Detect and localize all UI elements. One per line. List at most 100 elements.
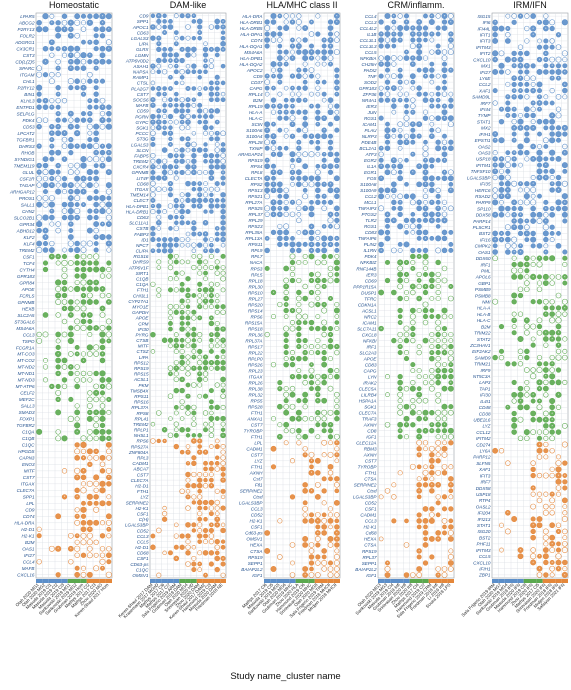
dot [93, 175, 99, 182]
dot [536, 155, 543, 162]
dot [86, 169, 93, 176]
dot [191, 421, 197, 427]
gene-label: TNFAIP3 [358, 206, 377, 211]
study-color-strip [74, 579, 81, 583]
gene-label: GPNMB [132, 170, 149, 175]
dot [36, 338, 43, 344]
dot [448, 518, 454, 524]
gene-label: CSF1 [365, 507, 377, 512]
dot [191, 338, 197, 343]
gene-label: TAP1 [479, 386, 491, 391]
dot [61, 286, 68, 292]
dot [202, 471, 209, 478]
dot [517, 205, 524, 212]
dot [283, 193, 289, 200]
dot-label: * [222, 557, 224, 561]
dot-label: * [58, 294, 60, 298]
dot [80, 571, 87, 578]
dot [106, 208, 112, 214]
dot [49, 149, 55, 156]
dot-label: * [217, 132, 219, 136]
dot [214, 511, 220, 516]
dot [93, 506, 100, 513]
dot-label: * [83, 469, 85, 473]
gene-label: CD59 [137, 109, 149, 114]
dot [202, 359, 209, 366]
dot [173, 153, 179, 158]
dot [36, 117, 43, 124]
dot [536, 149, 543, 156]
dot [333, 115, 340, 122]
dot [67, 260, 74, 266]
dot [173, 410, 179, 416]
dot [197, 561, 203, 567]
dot [185, 494, 191, 500]
dot [435, 43, 441, 49]
gene-label: APOE [135, 316, 150, 321]
dot [334, 542, 340, 548]
dot [179, 80, 185, 86]
dot [161, 69, 168, 75]
dot [435, 458, 441, 464]
dot [428, 277, 435, 284]
dot [378, 115, 384, 121]
gene-label: SERPINE2 [126, 500, 149, 505]
dot [80, 370, 87, 377]
gene-label: RPS26 [248, 362, 263, 367]
gene-label: RPS15 [134, 372, 149, 377]
dot-label: * [217, 227, 219, 231]
dot [162, 125, 167, 130]
dot [536, 447, 543, 454]
dot [492, 243, 498, 249]
dot [185, 326, 191, 332]
gene-label: PGRN [135, 114, 149, 119]
dot [517, 94, 524, 100]
gene-label: NRC2 [364, 314, 377, 319]
dot-label: * [199, 439, 201, 443]
dot [36, 20, 42, 26]
dot-label: * [211, 160, 213, 164]
dot [315, 145, 321, 151]
dot [179, 108, 185, 114]
gene-label: RNF144B [356, 266, 376, 271]
dot [49, 130, 55, 136]
dot [106, 429, 112, 435]
dot [435, 199, 441, 205]
dot [561, 205, 568, 212]
dot-label: * [51, 145, 53, 149]
dot [498, 205, 505, 212]
gene-label: Ctsd [367, 489, 377, 494]
dot [168, 74, 173, 80]
dot-label: * [176, 65, 178, 69]
dot [214, 359, 220, 366]
dot [410, 422, 416, 428]
gene-label: TXNIP [249, 146, 263, 151]
dot [203, 533, 209, 539]
dot [302, 295, 308, 302]
gene-label: ISG20 [477, 529, 490, 534]
dot [156, 91, 162, 97]
dot [80, 26, 87, 32]
dot [93, 351, 100, 357]
dot-label: * [211, 523, 213, 527]
dot [214, 46, 220, 53]
dot [80, 20, 87, 26]
dot [197, 231, 203, 237]
gene-label: SLC7A11 [357, 326, 377, 331]
dot [435, 175, 441, 181]
dot [185, 371, 191, 377]
dot-label: * [222, 479, 224, 483]
dot-label: * [158, 126, 160, 130]
gene-label: CD74 [23, 514, 35, 519]
dot [74, 207, 81, 215]
dot [208, 175, 215, 181]
gene-label: ANXA1 [246, 417, 263, 422]
dot [556, 230, 561, 236]
dot [168, 86, 173, 91]
dot [191, 438, 197, 444]
dot [179, 309, 185, 315]
dot [511, 292, 518, 299]
gene-label: IL4I1 [480, 399, 491, 404]
gene-label: SERPINE2 [354, 483, 377, 488]
dot [543, 255, 549, 261]
